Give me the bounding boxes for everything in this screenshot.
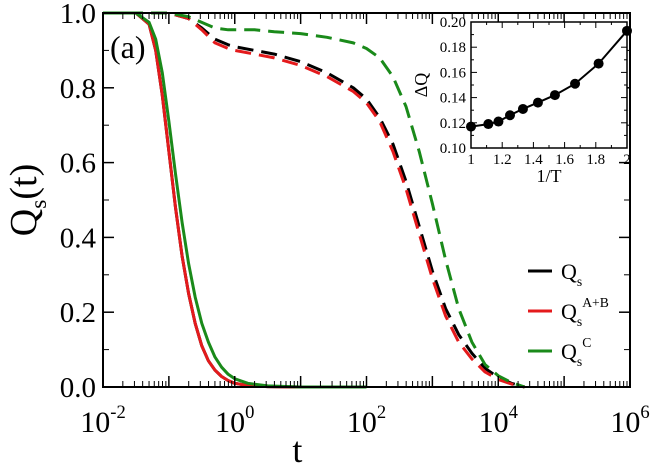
y-tick-label: 0.4 (60, 222, 97, 254)
inset-x-tick-label: 1.6 (555, 152, 574, 168)
series-line-5 (103, 11, 525, 389)
x-tick-label: 102 (347, 402, 386, 439)
legend-label-1: Qs (561, 259, 582, 289)
main-plot: 10-2 100 102 104 106 0.0 0.2 0.4 0.6 0.8 1.0 t Qs(t)… (3, 0, 650, 465)
inset-point (505, 110, 515, 121)
inset-point (532, 97, 543, 108)
inset-x-tick-label: 1.8 (586, 152, 605, 168)
inset-y-tick-label: 0.14 (440, 91, 467, 107)
inset-y-tick-label: 0.20 (440, 15, 466, 31)
y-tick-label: 0.2 (60, 297, 96, 329)
legend-label-3: QsC (561, 335, 591, 369)
inset-y-tick-label: 0.18 (440, 40, 466, 56)
y-tick-label: 0.8 (60, 73, 96, 105)
inset-point (493, 116, 504, 127)
inset-plot: 1 1.2 1.4 1.6 1.8 2 0.10 0.12 0.14 0.16 0.18 0.20 1/… (411, 15, 632, 186)
inset-point (517, 103, 528, 114)
x-tick-label: 106 (610, 402, 649, 439)
inset-y-tick-label: 0.12 (440, 116, 466, 132)
inset-x-axis-label: 1/T (537, 166, 562, 186)
inset-x-tick-label: 1 (467, 152, 475, 168)
series-line-3 (103, 11, 367, 389)
x-tick-label: 104 (479, 402, 518, 439)
inset-background (471, 22, 627, 148)
inset-x-tick-label: 2 (623, 152, 631, 168)
inset-point (570, 78, 581, 89)
series-line-6 (103, 11, 526, 389)
y-tick-label: 0.6 (60, 148, 96, 180)
series-line-1 (103, 11, 367, 389)
inset-y-axis-label: ΔQ (411, 73, 431, 98)
x-tick-label: 100 (215, 402, 254, 439)
panel-label: (a) (110, 29, 146, 65)
y-tick-label: 0.0 (60, 372, 96, 404)
series-line-2 (103, 11, 367, 389)
inset-x-tick-label: 1.4 (524, 152, 543, 168)
inset-point (593, 58, 604, 69)
inset-point (483, 119, 494, 130)
y-axis-label: Qs(t) (3, 164, 52, 237)
y-tick-label: 1.0 (60, 0, 96, 30)
inset-y-tick-label: 0.16 (440, 65, 467, 81)
inset-x-tick-label: 1.2 (493, 152, 512, 168)
legend-label-2: QsA+B (561, 295, 609, 329)
x-axis-label: t (292, 430, 302, 465)
inset-point (549, 90, 560, 101)
inset-line (470, 30, 628, 128)
inset-y-tick-label: 0.10 (440, 141, 466, 157)
x-tick-label: 10-2 (80, 402, 126, 439)
series-line-4 (103, 11, 526, 389)
